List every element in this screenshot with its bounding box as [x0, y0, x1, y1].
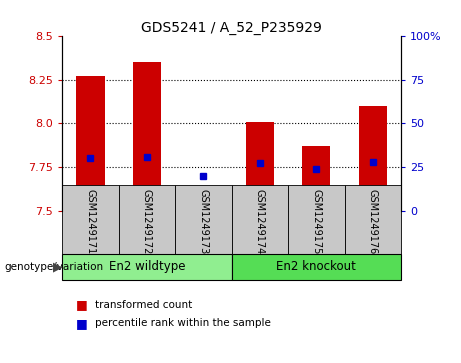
Text: ▶: ▶: [53, 260, 63, 273]
Bar: [302, 146, 331, 211]
Bar: [344, 185, 401, 254]
Text: GSM1249173: GSM1249173: [198, 189, 208, 254]
Text: percentile rank within the sample: percentile rank within the sample: [95, 318, 271, 328]
Bar: [77, 76, 105, 211]
Bar: [118, 185, 175, 254]
Text: transformed count: transformed count: [95, 300, 192, 310]
Bar: [62, 185, 118, 254]
Text: GSM1249175: GSM1249175: [311, 189, 321, 254]
Text: GSM1249176: GSM1249176: [368, 189, 378, 254]
Bar: [175, 185, 231, 254]
Bar: [62, 254, 231, 280]
Text: ■: ■: [76, 317, 88, 330]
Text: En2 knockout: En2 knockout: [277, 260, 356, 273]
Bar: [246, 122, 274, 211]
Text: GSM1249172: GSM1249172: [142, 189, 152, 254]
Text: GSM1249174: GSM1249174: [255, 189, 265, 254]
Text: genotype/variation: genotype/variation: [5, 262, 104, 272]
Bar: [231, 254, 401, 280]
Title: GDS5241 / A_52_P235929: GDS5241 / A_52_P235929: [141, 21, 322, 35]
Bar: [231, 185, 288, 254]
Text: GSM1249171: GSM1249171: [85, 189, 95, 254]
Text: ■: ■: [76, 298, 88, 311]
Bar: [288, 185, 344, 254]
Bar: [133, 62, 161, 211]
Bar: [189, 207, 218, 211]
Text: En2 wildtype: En2 wildtype: [109, 260, 185, 273]
Bar: [359, 106, 387, 211]
